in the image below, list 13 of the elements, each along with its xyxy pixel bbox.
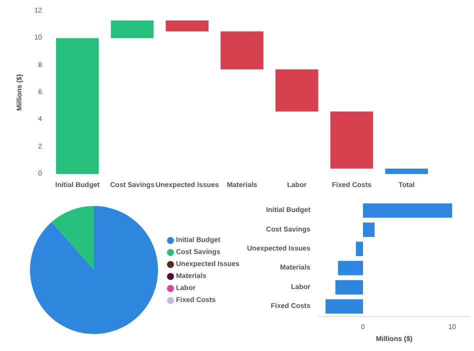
bar xyxy=(356,242,363,256)
bar xyxy=(275,69,318,112)
bar xyxy=(363,203,452,218)
bar xyxy=(335,280,363,294)
bar xyxy=(385,168,428,174)
bar xyxy=(326,299,363,314)
bar xyxy=(110,20,154,38)
bar xyxy=(166,20,209,32)
bar xyxy=(338,260,363,276)
bar xyxy=(363,222,375,237)
bar xyxy=(330,112,374,169)
bar xyxy=(220,31,264,70)
bar xyxy=(56,38,99,174)
